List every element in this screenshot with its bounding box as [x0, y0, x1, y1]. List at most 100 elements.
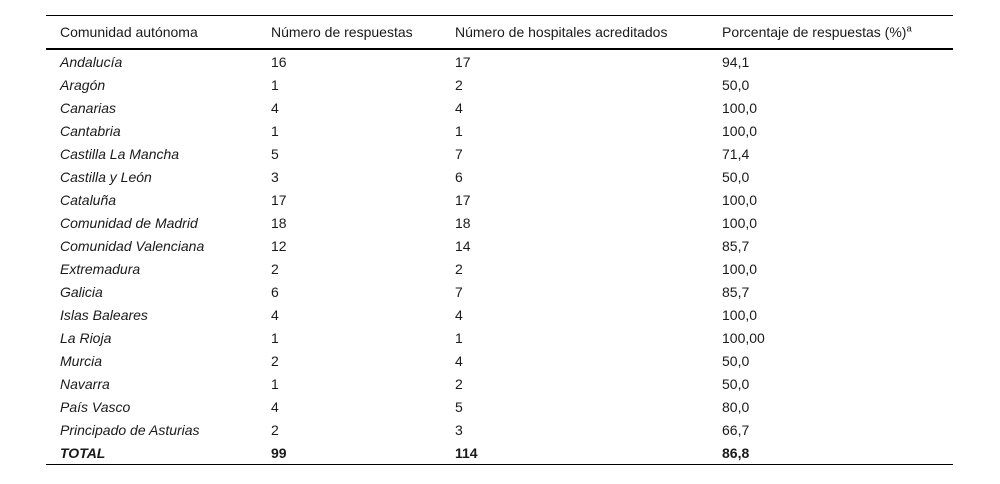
cell-respuestas: 1	[271, 76, 279, 93]
cell-hospitales: 2	[455, 260, 463, 277]
cell-porcentaje: 50,0	[722, 168, 750, 185]
cell-hospitales: 7	[455, 283, 463, 300]
cell-porcentaje: 94,1	[722, 53, 750, 70]
col-header-respuestas: Número de respuestas	[257, 15, 441, 50]
cell-respuestas: 1	[271, 375, 279, 392]
cell-hospitales: 7	[455, 145, 463, 162]
cell-respuestas: 5	[271, 145, 279, 162]
cell-comunidad: Castilla La Mancha	[60, 145, 180, 162]
cell-respuestas: 2	[271, 421, 279, 438]
cell-porcentaje: 100,0	[722, 214, 758, 231]
cell-hospitales: 18	[455, 214, 471, 231]
table-row: Cantabria 1 1 100,0	[46, 119, 953, 142]
cell-comunidad: País Vasco	[60, 398, 131, 415]
col-header-porcentaje-label: Porcentaje de respuestas (%)	[722, 24, 907, 40]
cell-comunidad: Murcia	[60, 352, 103, 369]
cell-comunidad: Navarra	[60, 375, 110, 392]
cell-hospitales: 14	[455, 237, 471, 254]
cell-respuestas: 6	[271, 283, 279, 300]
cell-respuestas: 1	[271, 122, 279, 139]
cell-porcentaje: 86,8	[708, 441, 953, 465]
table-row: Andalucía 16 17 94,1	[46, 49, 953, 73]
cell-porcentaje: 100,0	[722, 99, 758, 116]
cell-porcentaje: 100,0	[722, 122, 758, 139]
cell-hospitales: 4	[455, 352, 463, 369]
cell-porcentaje: 100,0	[722, 306, 758, 323]
cell-porcentaje: 50,0	[722, 352, 750, 369]
cell-respuestas: 12	[271, 237, 287, 254]
table-row: Extremadura 2 2 100,0	[46, 257, 953, 280]
cell-hospitales: 114	[441, 441, 708, 465]
cell-hospitales: 2	[455, 76, 463, 93]
cell-hospitales: 4	[455, 99, 463, 116]
table-row: Islas Baleares 4 4 100,0	[46, 303, 953, 326]
cell-comunidad: Extremadura	[60, 260, 141, 277]
cell-porcentaje: 50,0	[722, 76, 750, 93]
cell-hospitales: 17	[455, 191, 471, 208]
cell-comunidad: Comunidad Valenciana	[60, 237, 205, 254]
table-row: Castilla y León 3 6 50,0	[46, 165, 953, 188]
cell-comunidad: Comunidad de Madrid	[60, 214, 198, 231]
total-row: TOTAL 99 114 86,8	[46, 441, 953, 465]
cell-porcentaje: 100,00	[722, 329, 765, 346]
accreditation-table: Comunidad autónoma Número de respuestas …	[46, 15, 953, 465]
cell-comunidad: Islas Baleares	[60, 306, 148, 323]
cell-respuestas: 4	[271, 398, 279, 415]
cell-comunidad: Principado de Asturias	[60, 421, 200, 438]
table-row: Canarias 4 4 100,0	[46, 96, 953, 119]
cell-hospitales: 4	[455, 306, 463, 323]
cell-porcentaje: 50,0	[722, 375, 750, 392]
cell-comunidad: Andalucía	[60, 53, 123, 70]
cell-hospitales: 2	[455, 375, 463, 392]
cell-hospitales: 5	[455, 398, 463, 415]
cell-respuestas: 99	[257, 441, 441, 465]
table-row: Castilla La Mancha 5 7 71,4	[46, 142, 953, 165]
cell-respuestas: 18	[271, 214, 287, 231]
cell-comunidad: Cantabria	[60, 122, 121, 139]
cell-hospitales: 1	[455, 329, 463, 346]
footnote-marker-a: a	[906, 23, 912, 35]
cell-respuestas: 4	[271, 306, 279, 323]
cell-comunidad: Galicia	[60, 283, 103, 300]
cell-porcentaje: 100,0	[722, 191, 758, 208]
cell-respuestas: 2	[271, 260, 279, 277]
cell-porcentaje: 71,4	[722, 145, 750, 162]
table-row: Navarra 1 2 50,0	[46, 372, 953, 395]
table-row: País Vasco 4 5 80,0	[46, 395, 953, 418]
cell-porcentaje: 85,7	[722, 237, 750, 254]
table-row: Aragón 1 2 50,0	[46, 73, 953, 96]
table-body: Andalucía 16 17 94,1 Aragón 1 2 50,0 Canarias 4 4 1…	[46, 49, 953, 465]
table-row: Cataluña 17 17 100,0	[46, 188, 953, 211]
cell-comunidad: Aragón	[60, 76, 106, 93]
col-header-comunidad: Comunidad autónoma	[46, 15, 257, 50]
cell-respuestas: 3	[271, 168, 279, 185]
col-header-hospitales: Número de hospitales acreditados	[441, 15, 708, 50]
table-row: Galicia 6 7 85,7	[46, 280, 953, 303]
cell-respuestas: 2	[271, 352, 279, 369]
cell-respuestas: 4	[271, 99, 279, 116]
table-row: Principado de Asturias 2 3 66,7	[46, 418, 953, 441]
cell-porcentaje: 100,0	[722, 260, 758, 277]
cell-porcentaje: 80,0	[722, 398, 750, 415]
cell-comunidad: La Rioja	[60, 329, 112, 346]
table-header: Comunidad autónoma Número de respuestas …	[46, 15, 953, 50]
table-row: Comunidad de Madrid 18 18 100,0	[46, 211, 953, 234]
col-header-porcentaje: Porcentaje de respuestas (%)a	[708, 15, 953, 50]
table-row: La Rioja 1 1 100,00	[46, 326, 953, 349]
cell-porcentaje: 85,7	[722, 283, 750, 300]
header-row: Comunidad autónoma Número de respuestas …	[46, 15, 953, 50]
cell-hospitales: 1	[455, 122, 463, 139]
cell-hospitales: 17	[455, 53, 471, 70]
table-row: Murcia 2 4 50,0	[46, 349, 953, 372]
cell-comunidad: Castilla y León	[60, 168, 152, 185]
cell-comunidad: Cataluña	[60, 191, 117, 208]
cell-respuestas: 1	[271, 329, 279, 346]
cell-hospitales: 6	[455, 168, 463, 185]
cell-comunidad: Canarias	[60, 99, 117, 116]
cell-comunidad: TOTAL	[46, 441, 257, 465]
cell-respuestas: 17	[271, 191, 287, 208]
table-row: Comunidad Valenciana 12 14 85,7	[46, 234, 953, 257]
cell-porcentaje: 66,7	[722, 421, 750, 438]
cell-hospitales: 3	[455, 421, 463, 438]
